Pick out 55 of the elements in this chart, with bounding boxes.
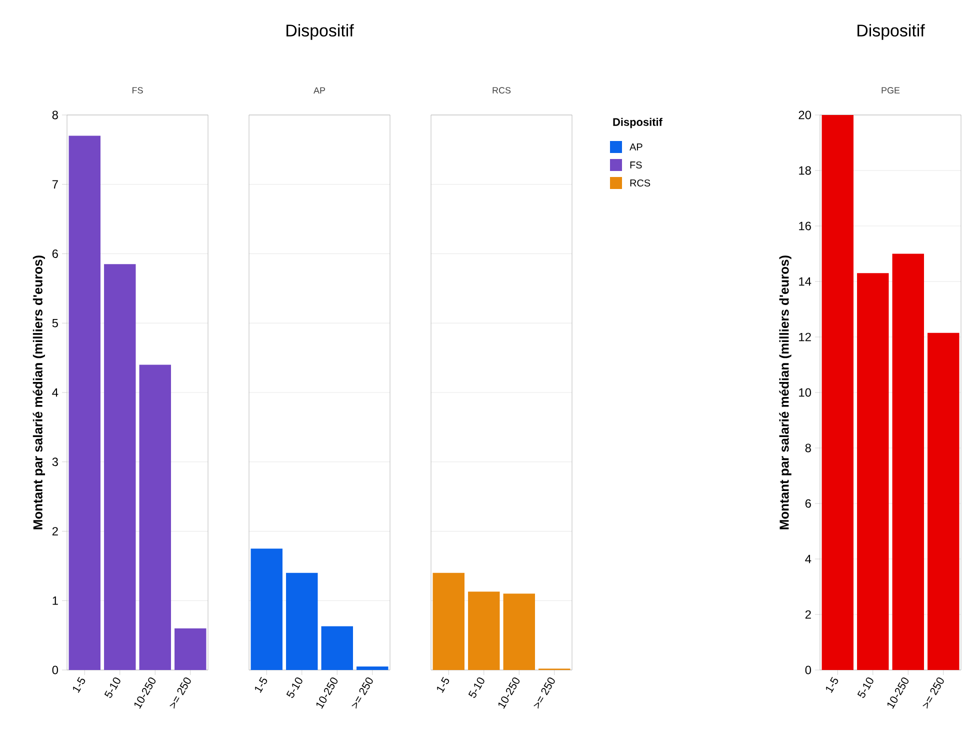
legend-label: RCS: [630, 179, 650, 187]
legend-label: AP: [630, 144, 642, 150]
bar: [321, 626, 353, 670]
y-tick-label: 6: [805, 499, 811, 508]
y-tick-label: 4: [805, 554, 812, 564]
bar: [139, 364, 171, 670]
y-tick-label: 18: [799, 166, 811, 175]
y-tick-label: 0: [805, 666, 812, 674]
bar: [857, 273, 889, 670]
bar: [286, 572, 318, 670]
y-axis-title: Montant par salarié médian (milliers d'euros): [779, 256, 792, 530]
bar: [928, 332, 960, 670]
y-tick-label: 2: [805, 610, 811, 619]
bar: [356, 666, 388, 670]
y-tick-label: 16: [799, 222, 811, 230]
legend-label: FS: [630, 161, 642, 169]
y-tick-label: 4: [52, 388, 58, 397]
chart-subtitle: FS: [132, 87, 143, 94]
x-tick-label: >= 250: [534, 678, 555, 709]
bar: [250, 548, 282, 670]
chart-title: Dispositif: [858, 24, 925, 40]
x-tick-label: 1-5: [437, 676, 450, 693]
x-tick-label: 1-5: [255, 676, 268, 693]
y-tick-label: 6: [52, 250, 58, 258]
y-tick-label: 5: [52, 318, 58, 328]
x-tick-label: 1-5: [73, 676, 86, 693]
y-tick-label: 14: [799, 277, 812, 286]
chart-subtitle: AP: [314, 87, 326, 94]
x-tick-label: >= 250: [170, 678, 191, 709]
bar: [68, 136, 100, 670]
bar: [174, 628, 206, 670]
chart-title: Dispositif: [286, 24, 354, 40]
y-tick-label: 20: [798, 110, 812, 120]
bar: [104, 264, 136, 670]
y-tick-label: 2: [52, 527, 58, 536]
y-tick-label: 7: [52, 180, 58, 188]
x-tick-label: >= 250: [352, 678, 373, 709]
bar: [822, 114, 854, 670]
y-tick-label: 10: [799, 388, 812, 397]
y-tick-label: 8: [805, 444, 811, 452]
bar: [468, 592, 500, 670]
y-tick-label: 12: [799, 332, 811, 342]
bar: [503, 594, 535, 670]
x-tick-label: >= 250: [922, 678, 944, 709]
x-tick-label: 1-5: [826, 676, 838, 693]
legend-title: Dispositif: [613, 118, 662, 128]
bar: [892, 254, 924, 670]
y-axis-title: Montant par salarié médian (milliers d'euros): [32, 256, 45, 530]
y-tick-label: 1: [52, 596, 58, 605]
bar: [432, 572, 464, 670]
y-tick-label: 0: [52, 666, 58, 674]
chart-subtitle: RCS: [492, 87, 511, 94]
y-tick-label: 8: [52, 110, 58, 120]
y-tick-label: 3: [52, 458, 58, 466]
chart-subtitle: PGE: [882, 87, 900, 94]
